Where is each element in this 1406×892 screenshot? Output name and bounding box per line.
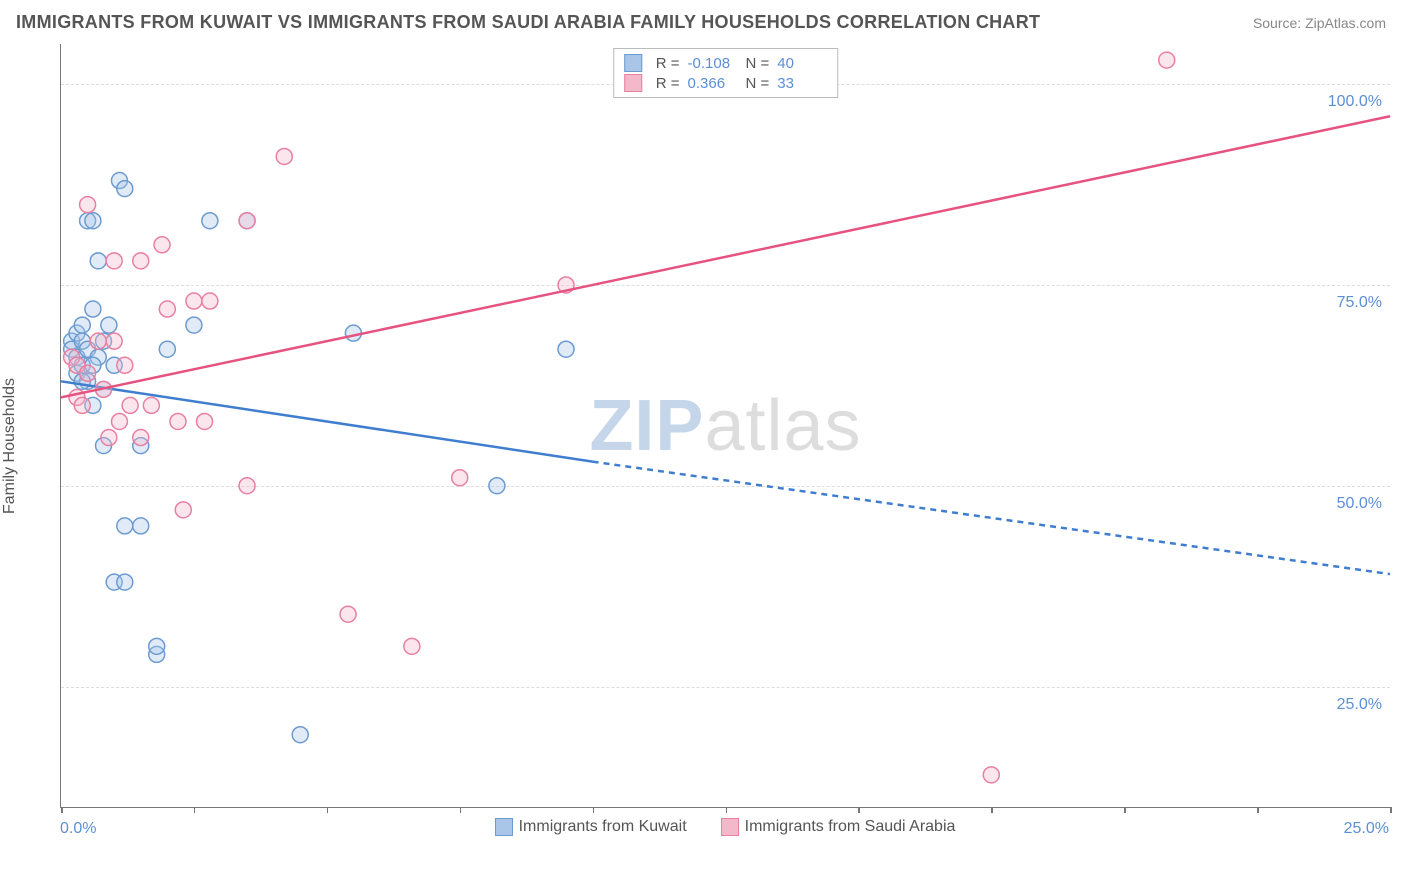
legend-top-row-saudi: R = 0.366 N = 33: [624, 73, 828, 93]
legend-swatch-kuwait: [495, 818, 513, 836]
legend-n-label: N =: [746, 55, 770, 72]
scatter-point-kuwait: [133, 518, 149, 534]
title-bar: IMMIGRANTS FROM KUWAIT VS IMMIGRANTS FRO…: [0, 0, 1406, 41]
scatter-point-saudi: [133, 253, 149, 269]
scatter-point-kuwait: [149, 638, 165, 654]
scatter-point-saudi: [74, 397, 90, 413]
y-axis-label: Family Households: [1, 378, 19, 514]
legend-r-label: R =: [656, 55, 680, 72]
legend-bottom-item-saudi: Immigrants from Saudi Arabia: [721, 818, 956, 836]
scatter-point-saudi: [133, 430, 149, 446]
scatter-point-saudi: [983, 767, 999, 783]
legend-bottom-item-kuwait: Immigrants from Kuwait: [495, 818, 687, 836]
x-axis-area: Immigrants from Kuwait Immigrants from Sa…: [60, 808, 1390, 848]
scatter-point-saudi: [101, 430, 117, 446]
scatter-point-kuwait: [117, 574, 133, 590]
scatter-point-saudi: [197, 413, 213, 429]
scatter-point-saudi: [143, 397, 159, 413]
scatter-point-saudi: [154, 237, 170, 253]
scatter-point-saudi: [175, 502, 191, 518]
scatter-point-kuwait: [117, 181, 133, 197]
legend-n-value: 33: [777, 75, 827, 92]
scatter-point-kuwait: [101, 317, 117, 333]
scatter-point-kuwait: [489, 478, 505, 494]
scatter-point-kuwait: [292, 727, 308, 743]
legend-top-row-kuwait: R = -0.108 N = 40: [624, 53, 828, 73]
scatter-point-saudi: [106, 333, 122, 349]
legend-n-label: N =: [746, 75, 770, 92]
x-tick-label: 25.0%: [1344, 820, 1389, 838]
legend-swatch-saudi: [624, 74, 642, 92]
trend-line-saudi: [61, 116, 1390, 397]
legend-top: R = -0.108 N = 40 R = 0.366 N = 33: [613, 48, 839, 98]
scatter-point-saudi: [239, 213, 255, 229]
scatter-point-kuwait: [85, 213, 101, 229]
scatter-point-saudi: [170, 413, 186, 429]
trend-line-dash-kuwait: [593, 462, 1390, 574]
legend-r-label: R =: [656, 75, 680, 92]
legend-series-label: Immigrants from Saudi Arabia: [745, 818, 956, 835]
legend-r-value: -0.108: [688, 55, 738, 72]
scatter-point-saudi: [80, 197, 96, 213]
scatter-point-saudi: [117, 357, 133, 373]
scatter-point-kuwait: [90, 253, 106, 269]
scatter-point-saudi: [111, 413, 127, 429]
legend-n-value: 40: [777, 55, 827, 72]
scatter-point-saudi: [90, 333, 106, 349]
legend-bottom: Immigrants from Kuwait Immigrants from Sa…: [60, 818, 1390, 836]
scatter-point-kuwait: [85, 301, 101, 317]
scatter-point-kuwait: [74, 317, 90, 333]
plot-area: ZIPatlas R =-0.108N =40R =0.366N =33 25.…: [60, 44, 1390, 808]
scatter-point-saudi: [340, 606, 356, 622]
source-label: Source: ZipAtlas.com: [1253, 15, 1386, 31]
scatter-point-kuwait: [202, 213, 218, 229]
scatter-point-saudi: [106, 253, 122, 269]
scatter-point-saudi: [202, 293, 218, 309]
scatter-point-saudi: [122, 397, 138, 413]
scatter-point-saudi: [1159, 52, 1175, 68]
scatter-point-saudi: [159, 301, 175, 317]
scatter-point-saudi: [80, 365, 96, 381]
scatter-point-saudi: [276, 148, 292, 164]
x-tick: [1390, 807, 1392, 813]
scatter-point-saudi: [186, 293, 202, 309]
legend-r-value: 0.366: [688, 75, 738, 92]
scatter-point-saudi: [239, 478, 255, 494]
scatter-point-saudi: [452, 470, 468, 486]
chart-container: IMMIGRANTS FROM KUWAIT VS IMMIGRANTS FRO…: [0, 0, 1406, 892]
legend-swatch-saudi: [721, 818, 739, 836]
chart-title: IMMIGRANTS FROM KUWAIT VS IMMIGRANTS FRO…: [16, 12, 1040, 33]
scatter-layer: [61, 44, 1390, 807]
scatter-point-saudi: [404, 638, 420, 654]
legend-swatch-kuwait: [624, 54, 642, 72]
scatter-point-kuwait: [117, 518, 133, 534]
legend-series-label: Immigrants from Kuwait: [519, 818, 687, 835]
x-tick-label: 0.0%: [60, 820, 96, 838]
plot-wrap: Family Households ZIPatlas R =-0.108N =4…: [16, 44, 1390, 848]
scatter-point-kuwait: [159, 341, 175, 357]
scatter-point-kuwait: [558, 341, 574, 357]
scatter-point-kuwait: [186, 317, 202, 333]
